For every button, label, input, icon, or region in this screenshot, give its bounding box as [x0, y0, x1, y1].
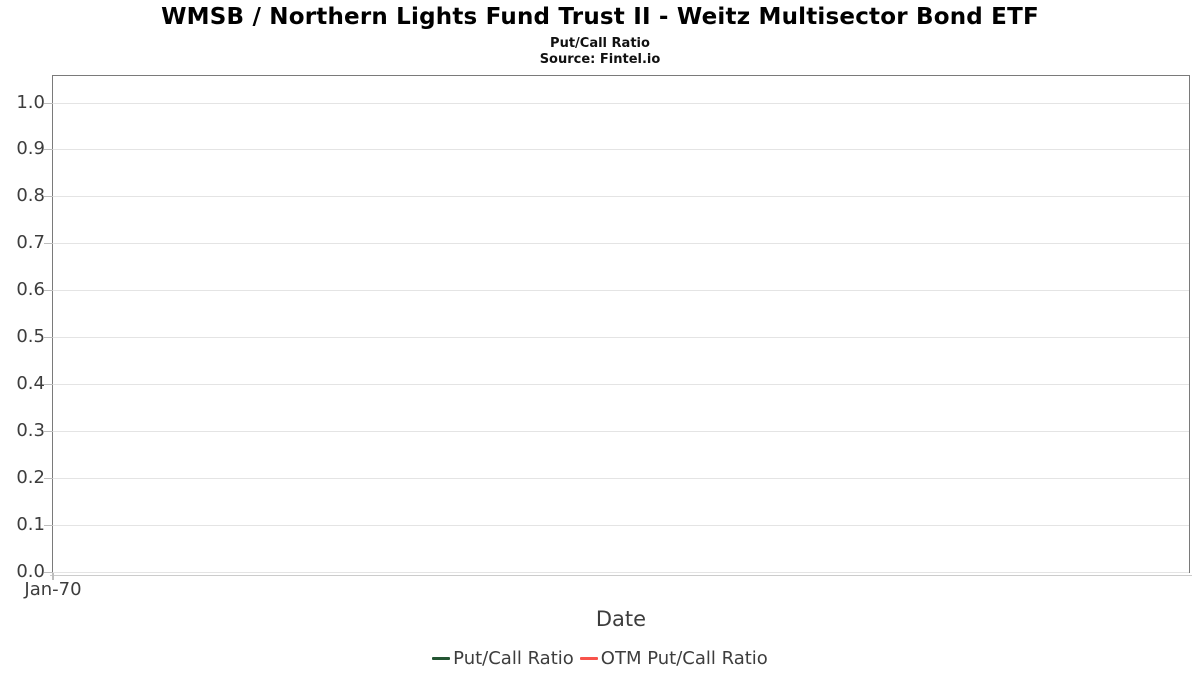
legend-item: Put/Call Ratio	[432, 648, 574, 669]
y-tick-mark	[44, 337, 53, 338]
y-tick-label: 0.2	[16, 467, 45, 488]
y-tick-mark	[44, 103, 53, 104]
y-gridline	[53, 384, 1189, 385]
y-tick-mark	[44, 384, 53, 385]
legend-dash-icon	[432, 657, 451, 660]
plot-area: Jan-70 0.0 0.1 0.2 0.3 0.4 0.5 0.6 0.7 0.8 0.9 1.0	[16, 75, 1192, 600]
y-tick-label: 0.7	[16, 232, 45, 253]
y-gridline	[53, 149, 1189, 150]
chart-source: Source: Fintel.io	[539, 52, 661, 67]
y-gridline	[53, 243, 1189, 244]
y-tick-label: 1.0	[16, 92, 45, 113]
y-tick-label: 0.6	[16, 279, 45, 300]
y-tick-mark	[44, 572, 53, 573]
chart-subtitle: Put/Call Ratio	[550, 36, 650, 51]
legend-dash-icon	[579, 657, 598, 660]
legend-item: OTM Put/Call Ratio	[579, 648, 768, 669]
y-tick-mark	[44, 525, 53, 526]
y-tick-mark	[44, 196, 53, 197]
chart-legend: Put/Call Ratio OTM Put/Call Ratio	[0, 648, 1200, 669]
y-tick-mark	[44, 290, 53, 291]
y-tick-label: 0.1	[16, 514, 45, 535]
y-tick-label: 0.8	[16, 185, 45, 206]
y-tick-mark	[44, 149, 53, 150]
y-tick-label: 0.3	[16, 420, 45, 441]
y-gridline	[53, 196, 1189, 197]
x-axis-label: Date	[595, 607, 647, 631]
legend-label: OTM Put/Call Ratio	[600, 648, 768, 669]
x-tick-label: Jan-70	[24, 579, 82, 600]
y-gridline	[53, 478, 1189, 479]
y-tick-label: 0.0	[16, 561, 45, 582]
chart-title: WMSB / Northern Lights Fund Trust II - W…	[161, 4, 1039, 30]
y-tick-mark	[44, 478, 53, 479]
y-tick-label: 0.4	[16, 373, 45, 394]
y-gridline	[53, 525, 1189, 526]
y-gridline	[53, 431, 1189, 432]
x-axis-line	[50, 575, 1192, 576]
x-tick-mark	[52, 572, 54, 580]
legend-label: Put/Call Ratio	[453, 648, 574, 669]
y-gridline	[53, 337, 1189, 338]
y-gridline	[53, 290, 1189, 291]
y-tick-mark	[44, 243, 53, 244]
y-tick-mark	[44, 431, 53, 432]
y-tick-label: 0.5	[16, 326, 45, 347]
y-gridline	[53, 572, 1189, 573]
y-tick-label: 0.9	[16, 138, 45, 159]
y-gridline	[53, 103, 1189, 104]
